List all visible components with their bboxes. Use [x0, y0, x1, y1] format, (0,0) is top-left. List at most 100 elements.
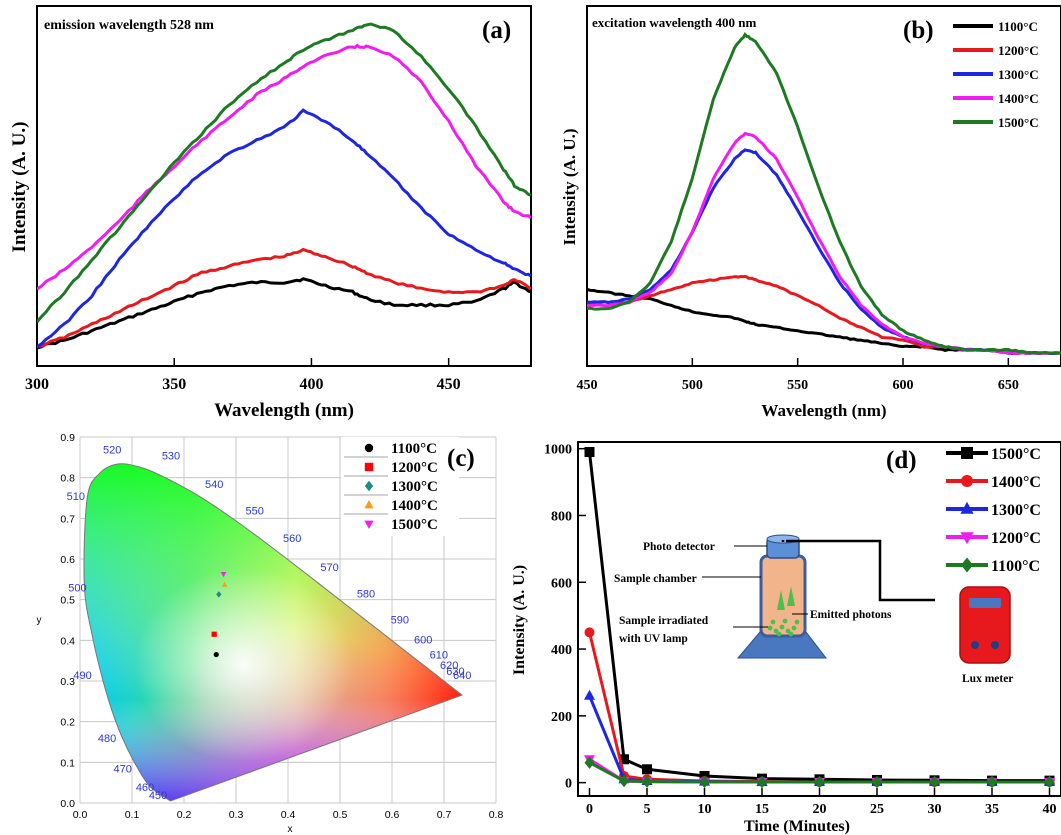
cie-point-1100°C — [213, 651, 219, 658]
wavelength-label: 550 — [246, 505, 264, 517]
x-tick-label: 0.7 — [437, 809, 452, 821]
panel-b-ylabel: Intensity (A. U.) — [560, 128, 579, 245]
panel-d: Photo detector Sample chamber Sample irr… — [511, 441, 1061, 835]
wavelength-label: 570 — [320, 562, 338, 574]
x-tick-label: 600 — [893, 378, 914, 393]
series-line-1400°C — [37, 43, 531, 291]
x-tick-label: 650 — [998, 378, 1019, 393]
photon-arrow — [777, 590, 785, 610]
series-line-1500°C — [587, 31, 1061, 355]
data-point-1300°C — [584, 689, 595, 700]
panel-c-label: (c) — [447, 445, 475, 472]
legend-label: 1500°C — [998, 115, 1039, 130]
wavelength-label: 470 — [113, 764, 131, 776]
series-line-1400°C — [587, 131, 1061, 356]
wavelength-label: 640 — [453, 670, 471, 682]
y-tick-label: 0.9 — [60, 432, 75, 444]
sample-particles — [767, 618, 800, 637]
y-tick-label: 0.2 — [60, 717, 75, 729]
legend-marker — [961, 447, 973, 459]
inset-label-sample-irradiated-2: with UV lamp — [619, 633, 688, 645]
panel-c-legend: 1100°C 1200°C 1300°C 1400°C 1500°C — [341, 437, 459, 536]
wavelength-label: 500 — [68, 583, 86, 595]
legend-label: 1400°C — [991, 474, 1041, 491]
x-tick-label: 0.8 — [489, 809, 504, 821]
wavelength-label: 510 — [67, 491, 85, 503]
legend-label: 1500°C — [391, 517, 438, 533]
data-point-1100°C — [929, 775, 940, 789]
series-line-1200°C — [37, 247, 531, 348]
legend-background — [341, 437, 459, 536]
data-point-1100°C — [757, 775, 767, 789]
x-tick-label: 0.3 — [229, 809, 244, 821]
inset-label-emitted-photons: Emitted photons — [810, 609, 892, 621]
wavelength-label: 540 — [205, 479, 223, 491]
data-point-1100°C — [1044, 775, 1055, 789]
wavelength-label: 620 — [440, 660, 458, 672]
legend-marker — [960, 501, 974, 514]
lux-meter-knob — [971, 641, 979, 649]
panel-b: 450 500 550 600 650 excitation wavelength 40… — [560, 5, 1061, 420]
data-point-1500°C — [642, 764, 652, 775]
legend-marker — [364, 480, 374, 492]
wavelength-label: 590 — [391, 614, 409, 626]
y-tick-label: 0.3 — [60, 676, 75, 688]
series-line-1300°C — [588, 695, 1050, 784]
legend-marker — [961, 475, 973, 487]
cie-point-1400°C — [221, 581, 228, 587]
x-tick-label: 25 — [870, 802, 884, 817]
lux-meter-knob — [991, 641, 999, 649]
panel-b-label: (b) — [903, 17, 934, 44]
inset-label-photo-detector: Photo detector — [643, 541, 715, 553]
lux-meter-display — [969, 598, 1001, 608]
x-tick-label: 40 — [1043, 802, 1057, 817]
wavelength-label: 610 — [430, 650, 448, 662]
y-tick-label: 0.7 — [60, 513, 75, 525]
legend-label: 1100°C — [998, 19, 1038, 34]
panel-a: 300 350 400 450 emission wavelength 528 nm … — [9, 5, 532, 421]
panel-a-label: (a) — [482, 17, 511, 44]
series-line-1500°C — [37, 22, 531, 323]
x-tick-label: 550 — [787, 378, 808, 393]
y-tick-label: 0.8 — [60, 473, 75, 485]
data-point-1100°C — [699, 775, 710, 789]
x-tick-label: 0.0 — [73, 809, 88, 821]
legend-marker — [960, 532, 974, 545]
legend-label: 1500°C — [991, 446, 1041, 463]
y-tick-label: 600 — [551, 576, 572, 591]
wavelength-label: 600 — [414, 635, 432, 647]
series-line-1100°C — [587, 287, 1061, 356]
y-tick-label: 0.1 — [60, 757, 75, 769]
y-tick-label: 400 — [551, 643, 572, 658]
x-tick-label: 15 — [755, 802, 769, 817]
panel-a-xlabel: Wavelength (nm) — [214, 400, 354, 421]
wavelength-label: 520 — [103, 444, 121, 456]
series-line-1100°C — [588, 761, 1050, 784]
legend-label: 1200°C — [991, 530, 1041, 547]
cie-point-1500°C — [220, 571, 227, 578]
y-tick-label: 0.0 — [60, 798, 75, 810]
photon-arrow — [787, 586, 795, 606]
x-tick-label: 450 — [437, 376, 461, 393]
legend-label: 1300°C — [991, 502, 1041, 519]
data-point-1100°C — [814, 775, 825, 789]
panel-d-label: (d) — [886, 447, 917, 474]
wavelength-label: 450 — [149, 790, 167, 802]
series-line-1300°C — [37, 108, 531, 348]
lux-meter-setup-inset: Photo detector Sample chamber Sample irr… — [614, 534, 1013, 685]
panel-d-xlabel: Time (Minutes) — [744, 818, 850, 835]
legend-marker — [364, 462, 374, 472]
panel-a-ylabel: Intensity (A. U.) — [9, 122, 30, 253]
series-line-1200°C — [587, 274, 1061, 356]
inset-label-lux-meter: Lux meter — [962, 673, 1013, 685]
x-tick-label: 0.1 — [125, 809, 140, 821]
legend-label: 1200°C — [998, 43, 1039, 58]
panel-b-frame — [586, 5, 1061, 367]
detector-cable — [781, 539, 935, 602]
panel-b-legend: 1100°C 1200°C 1300°C 1400°C 1500°C — [953, 19, 1039, 130]
legend-label: 1300°C — [391, 479, 438, 495]
wavelength-label: 630 — [446, 666, 464, 678]
panel-d-ylabel: Intensity (A. U.) — [511, 565, 528, 675]
